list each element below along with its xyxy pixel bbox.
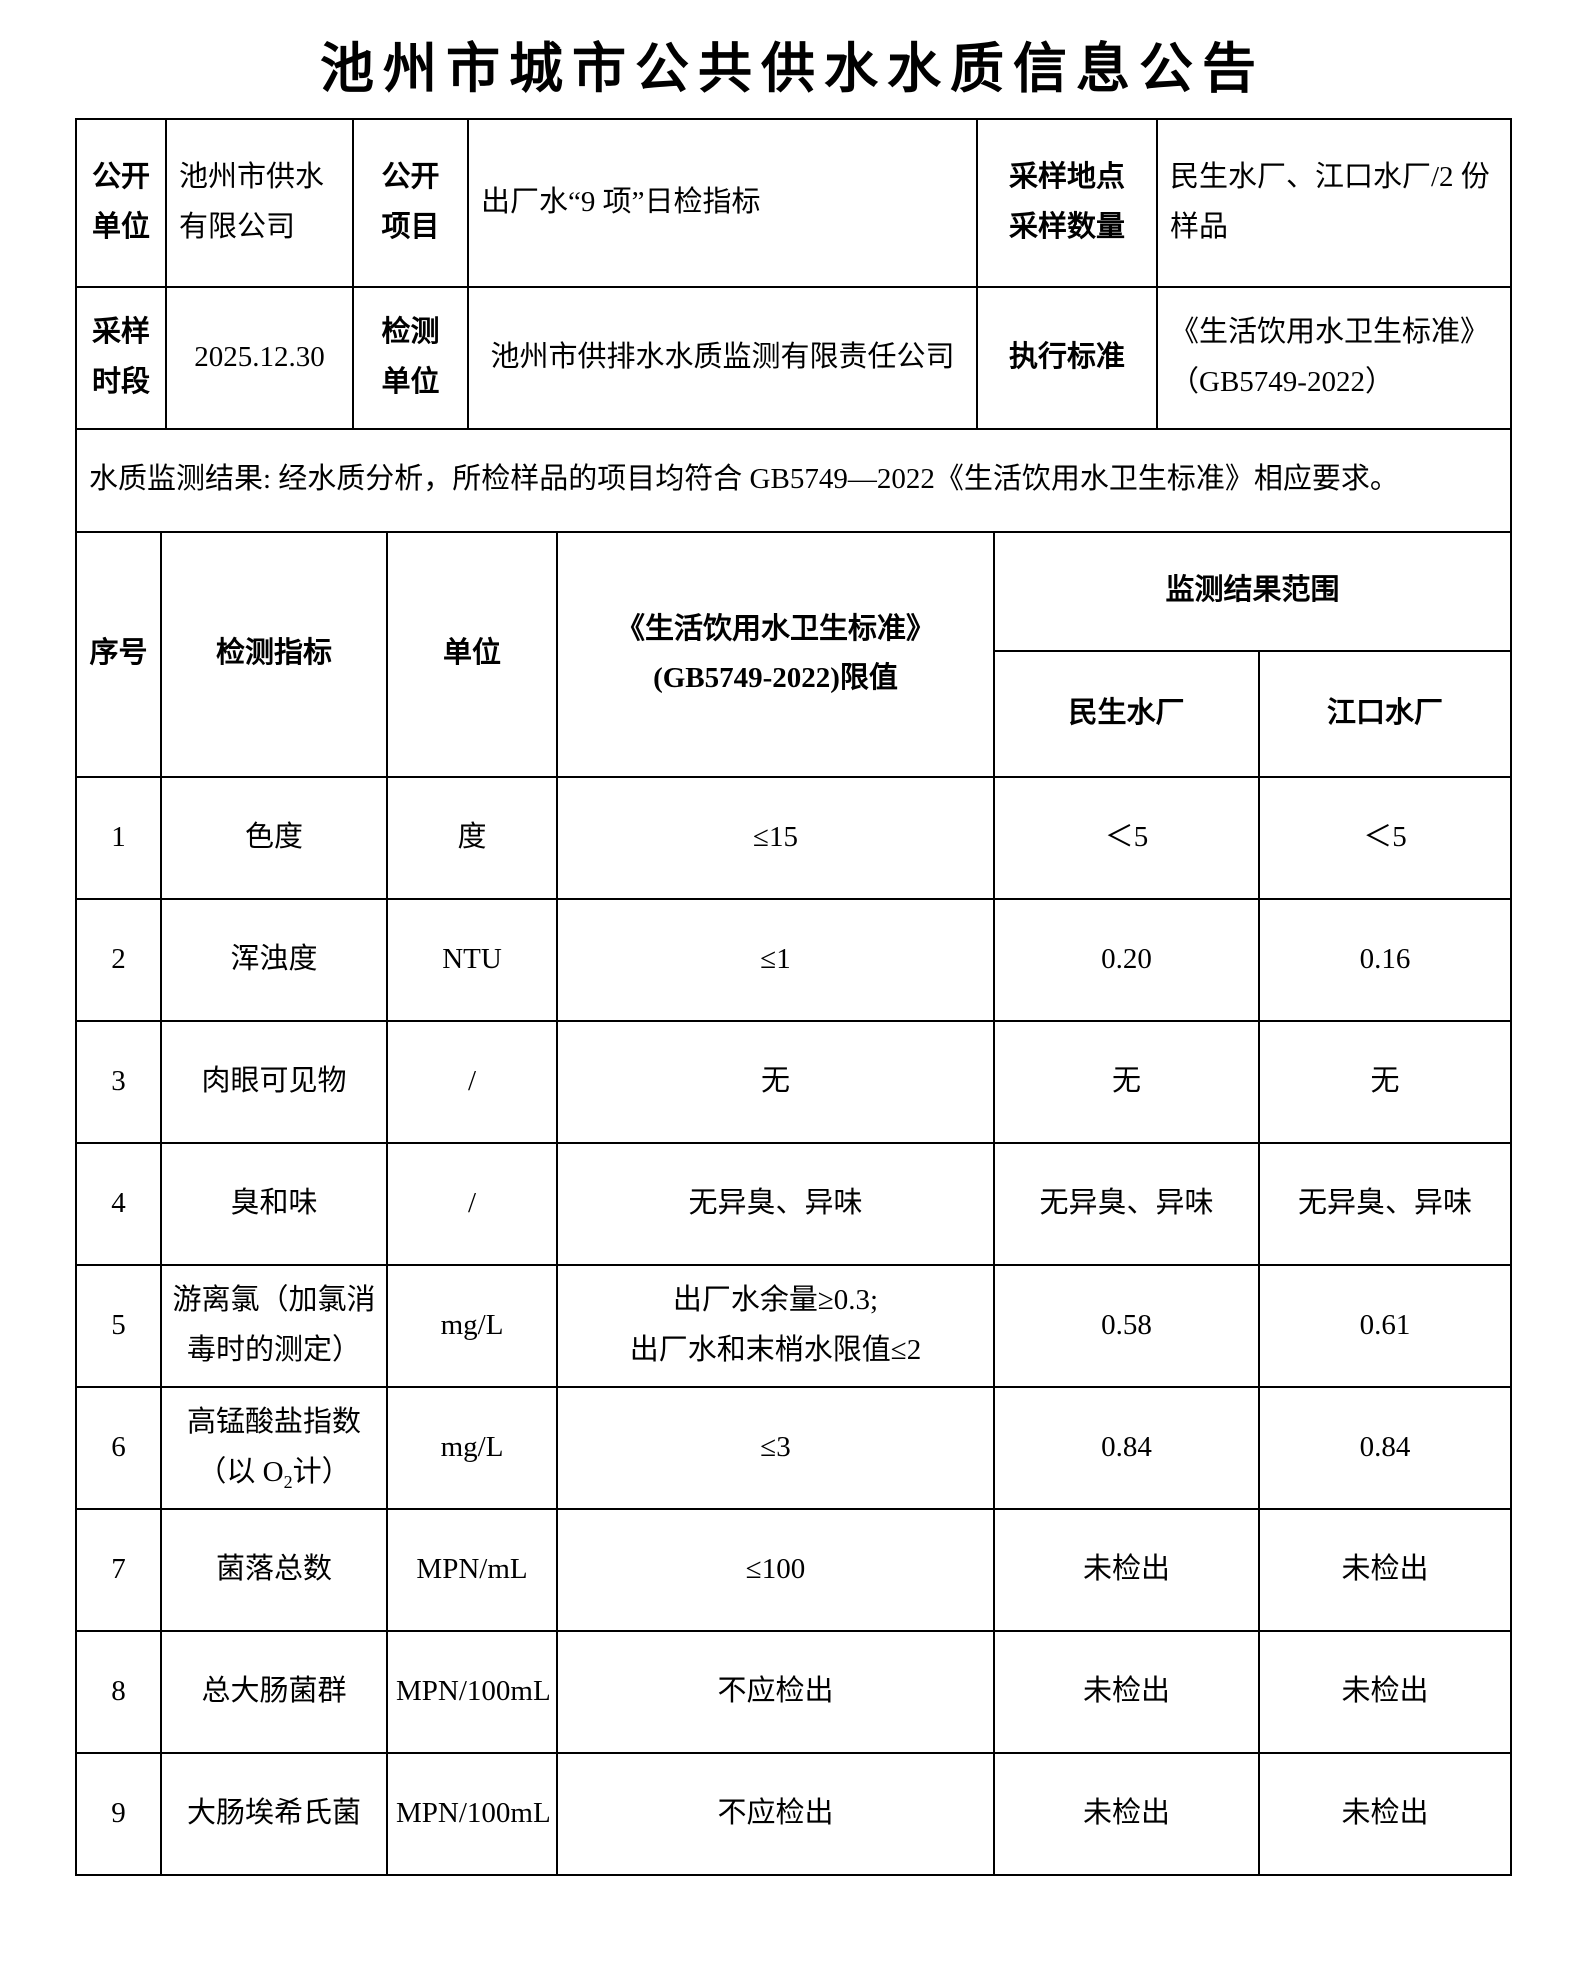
- cell-limit: ≤3: [556, 1385, 995, 1510]
- cell-minsheng-result: ＜5: [993, 775, 1260, 900]
- table-row: 8 总大肠菌群 MPN/100mL 不应检出 未检出 未检出: [75, 1629, 1513, 1754]
- cell-limit: 不应检出: [556, 1629, 995, 1754]
- cell-jiangkou-result: 0.61: [1257, 1263, 1513, 1388]
- cell-minsheng-result: 未检出: [993, 1629, 1260, 1754]
- table-row: 6 高锰酸盐指数 （以 O2计） mg/L ≤3 0.84 0.84: [75, 1385, 1513, 1510]
- cell-limit: 无异臭、异味: [556, 1141, 995, 1266]
- cell-limit: 不应检出: [556, 1751, 995, 1876]
- cell-indicator: 浑浊度: [160, 897, 388, 1022]
- public-unit-value: 池州市供水 有限公司: [165, 117, 354, 288]
- table-row: 2 浑浊度 NTU ≤1 0.20 0.16: [75, 897, 1513, 1022]
- col-header-indicator: 检测指标: [160, 530, 388, 778]
- col-header-limit: 《生活饮用水卫生标准》 (GB5749-2022)限值: [556, 530, 995, 778]
- cell-unit: /: [386, 1141, 558, 1266]
- cell-jiangkou-result: 无: [1257, 1019, 1513, 1144]
- announcement-page: 池州市城市公共供水水质信息公告 公开 单位 池州市供水 有限公司 公开 项目 出…: [75, 36, 1513, 1876]
- page-title: 池州市城市公共供水水质信息公告: [320, 39, 1265, 99]
- cell-unit: NTU: [386, 897, 558, 1022]
- cell-limit: 无: [556, 1019, 995, 1144]
- cell-minsheng-result: 0.58: [993, 1263, 1260, 1388]
- cell-no: 5: [75, 1263, 162, 1388]
- cell-unit: MPN/100mL: [386, 1751, 558, 1876]
- table-row: 水质监测结果: 经水质分析，所检样品的项目均符合 GB5749—2022《生活饮…: [75, 427, 1512, 533]
- standard-value: 《生活饮用水卫生标准》 （GB5749-2022）: [1156, 285, 1512, 430]
- cell-no: 8: [75, 1629, 162, 1754]
- sampling-location-count-value: 民生水厂、江口水厂/2 份 样品: [1156, 117, 1512, 288]
- col-header-no: 序号: [75, 530, 162, 778]
- col-header-result-range: 监测结果范围: [992, 530, 1513, 652]
- cell-no: 9: [75, 1751, 162, 1876]
- table-row: 4 臭和味 / 无异臭、异味 无异臭、异味 无异臭、异味: [75, 1141, 1513, 1266]
- monitoring-result-summary: 水质监测结果: 经水质分析，所检样品的项目均符合 GB5749—2022《生活饮…: [75, 427, 1512, 533]
- indicator-text-suffix: 计）: [292, 1455, 351, 1488]
- cell-minsheng-result: 未检出: [993, 1507, 1260, 1632]
- col-header-jiangkou-plant: 江口水厂: [1257, 649, 1513, 778]
- table-row: 7 菌落总数 MPN/mL ≤100 未检出 未检出: [75, 1507, 1513, 1632]
- cell-unit: MPN/100mL: [386, 1629, 558, 1754]
- cell-minsheng-result: 0.84: [993, 1385, 1260, 1510]
- cell-indicator: 菌落总数: [160, 1507, 388, 1632]
- cell-jiangkou-result: 0.16: [1257, 897, 1513, 1022]
- sampling-location-count-label: 采样地点 采样数量: [976, 117, 1158, 288]
- cell-minsheng-result: 0.20: [993, 897, 1260, 1022]
- cell-minsheng-result: 无异臭、异味: [993, 1141, 1260, 1266]
- cell-unit: mg/L: [386, 1263, 558, 1388]
- sampling-period-value: 2025.12.30: [165, 285, 354, 430]
- cell-unit: MPN/mL: [386, 1507, 558, 1632]
- cell-no: 6: [75, 1385, 162, 1510]
- testing-unit-label: 检测 单位: [352, 285, 469, 430]
- cell-unit: 度: [386, 775, 558, 900]
- cell-limit: ≤100: [556, 1507, 995, 1632]
- cell-minsheng-result: 无: [993, 1019, 1260, 1144]
- cell-indicator: 总大肠菌群: [160, 1629, 388, 1754]
- cell-limit: ≤1: [556, 897, 995, 1022]
- table-header-row: 民生水厂 江口水厂: [76, 649, 1513, 778]
- cell-no: 3: [75, 1019, 162, 1144]
- public-item-value: 出厂水“9 项”日检指标: [467, 117, 978, 288]
- cell-indicator: 大肠埃希氏菌: [160, 1751, 388, 1876]
- cell-indicator: 肉眼可见物: [160, 1019, 388, 1144]
- indicator-text: 高锰酸盐指数 （以 O: [186, 1406, 361, 1488]
- cell-limit: ≤15: [556, 775, 995, 900]
- cell-no: 4: [75, 1141, 162, 1266]
- col-header-minsheng-plant: 民生水厂: [993, 649, 1260, 778]
- col-header-unit: 单位: [386, 530, 558, 778]
- cell-indicator: 色度: [160, 775, 388, 900]
- cell-jiangkou-result: 0.84: [1257, 1385, 1513, 1510]
- table-row: 公开 单位 池州市供水 有限公司 公开 项目 出厂水“9 项”日检指标 采样地点…: [75, 117, 1512, 288]
- table-row: 9 大肠埃希氏菌 MPN/100mL 不应检出 未检出 未检出: [75, 1751, 1513, 1876]
- cell-minsheng-result: 未检出: [993, 1751, 1260, 1876]
- table-header-row: 序号 检测指标 单位 《生活饮用水卫生标准》 (GB5749-2022)限值 监…: [75, 530, 1513, 778]
- public-unit-label: 公开 单位: [75, 117, 167, 288]
- cell-jiangkou-result: 无异臭、异味: [1257, 1141, 1513, 1266]
- cell-jiangkou-result: 未检出: [1257, 1507, 1513, 1632]
- table-row: 5 游离氯（加氯消 毒时的测定） mg/L 出厂水余量≥0.3; 出厂水和末梢水…: [75, 1263, 1513, 1388]
- info-table: 公开 单位 池州市供水 有限公司 公开 项目 出厂水“9 项”日检指标 采样地点…: [75, 117, 1512, 533]
- results-table: 序号 检测指标 单位 《生活饮用水卫生标准》 (GB5749-2022)限值 监…: [75, 530, 1513, 1876]
- cell-jiangkou-result: ＜5: [1257, 775, 1513, 900]
- cell-jiangkou-result: 未检出: [1257, 1629, 1513, 1754]
- cell-indicator: 臭和味: [160, 1141, 388, 1266]
- subscript-2: 2: [283, 1471, 293, 1492]
- cell-unit: /: [386, 1019, 558, 1144]
- table-row: 3 肉眼可见物 / 无 无 无: [75, 1019, 1513, 1144]
- table-row: 1 色度 度 ≤15 ＜5 ＜5: [75, 775, 1513, 900]
- standard-label: 执行标准: [976, 285, 1158, 430]
- cell-no: 2: [75, 897, 162, 1022]
- cell-no: 7: [75, 1507, 162, 1632]
- cell-limit: 出厂水余量≥0.3; 出厂水和末梢水限值≤2: [556, 1263, 995, 1388]
- cell-indicator: 高锰酸盐指数 （以 O2计）: [160, 1385, 388, 1510]
- testing-unit-value: 池州市供排水水质监测有限责任公司: [467, 285, 978, 430]
- sampling-period-label: 采样 时段: [75, 285, 167, 430]
- cell-jiangkou-result: 未检出: [1257, 1751, 1513, 1876]
- table-row: 采样 时段 2025.12.30 检测 单位 池州市供排水水质监测有限责任公司 …: [75, 285, 1512, 430]
- cell-indicator: 游离氯（加氯消 毒时的测定）: [160, 1263, 388, 1388]
- public-item-label: 公开 项目: [352, 117, 469, 288]
- cell-no: 1: [75, 775, 162, 900]
- cell-unit: mg/L: [386, 1385, 558, 1510]
